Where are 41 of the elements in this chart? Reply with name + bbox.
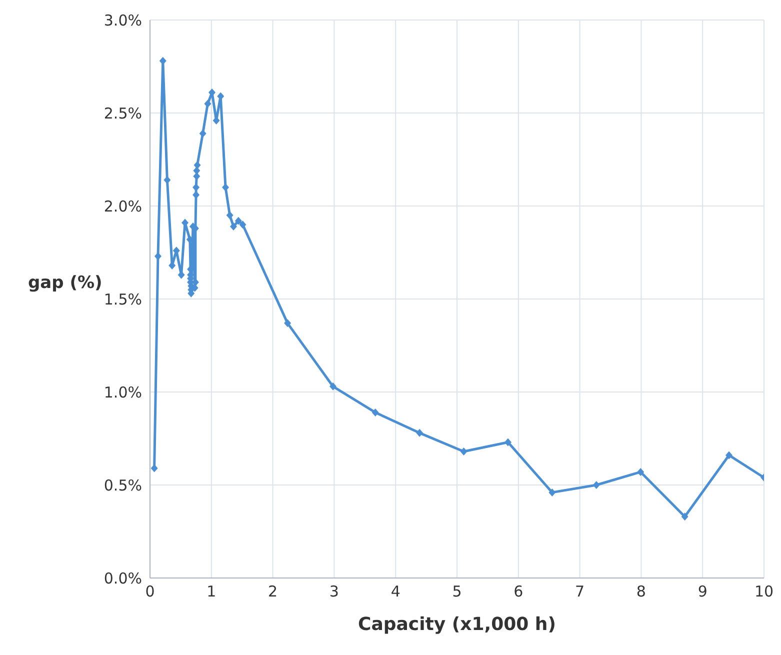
point: [681, 512, 688, 521]
x-tick-label: 1: [206, 582, 216, 601]
x-tick-label: 8: [636, 582, 646, 601]
point: [168, 262, 176, 270]
x-tick-label: 4: [390, 582, 400, 601]
y-tick-label: 0.0%: [104, 569, 142, 588]
point: [204, 100, 212, 108]
x-tick-label: 3: [329, 582, 339, 601]
point: [284, 319, 292, 328]
x-tick-label: 10: [754, 582, 774, 601]
y-axis-title: gap (%): [28, 273, 102, 293]
point: [726, 451, 732, 460]
y-tick-label: 3.0%: [104, 11, 142, 30]
y-tick-label: 1.0%: [104, 383, 142, 402]
point: [230, 222, 238, 230]
point: [416, 428, 424, 437]
point: [329, 382, 336, 390]
point: [637, 468, 644, 476]
x-axis-title: Capacity (x1,000 h): [358, 614, 556, 635]
point: [592, 481, 600, 489]
point: [194, 161, 201, 170]
x-tick-label: 2: [268, 582, 278, 601]
x-tick-label: 5: [452, 582, 462, 601]
point: [150, 464, 158, 472]
x-tick-label: 0: [145, 582, 155, 601]
y-tick-label: 2.0%: [104, 197, 142, 216]
y-tick-label: 1.5%: [104, 290, 142, 308]
point: [548, 488, 556, 496]
x-tick-label: 7: [575, 582, 585, 601]
point: [199, 129, 206, 138]
point: [239, 220, 246, 229]
x-tick-label: 9: [698, 582, 708, 601]
point: [372, 408, 379, 416]
point: [159, 56, 166, 65]
point: [226, 211, 234, 220]
y-tick-label: 0.5%: [104, 476, 142, 494]
point: [234, 216, 242, 225]
point: [460, 448, 468, 456]
x-tick-label: 6: [514, 582, 524, 601]
y-tick-label: 2.5%: [104, 104, 142, 122]
point: [504, 438, 512, 446]
